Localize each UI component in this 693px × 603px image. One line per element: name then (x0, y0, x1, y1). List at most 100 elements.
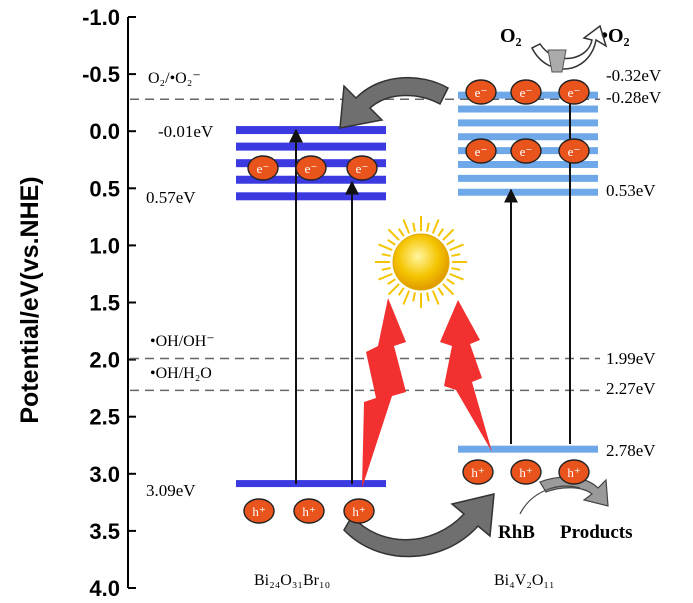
electron-body (346, 155, 378, 181)
oxygen-arrow-icon (530, 24, 608, 70)
hole-body (243, 498, 275, 524)
rhb-label: RhB (498, 522, 535, 543)
oxygen-input-arrow-icon (547, 49, 567, 73)
electron-label: e⁻ (257, 161, 270, 176)
electron-body (465, 79, 497, 105)
y-tick-label: -1.0 (82, 5, 120, 30)
sun-ray (412, 222, 416, 232)
electron-label: e⁻ (568, 85, 581, 100)
sun-ray (451, 253, 461, 257)
electron: e⁻ (346, 155, 378, 181)
hole: h⁺ (243, 498, 275, 524)
hole-label: h⁺ (302, 504, 315, 519)
left-conduction-band-line (236, 142, 386, 151)
sun-ray (451, 267, 461, 271)
sun-ray (446, 278, 455, 286)
hole-label: h⁺ (519, 465, 532, 480)
lightning-bolts (362, 298, 492, 488)
rhb-degradation: RhB Products (498, 476, 632, 543)
sun-ray (381, 267, 391, 271)
right-conduction-band-line (458, 105, 598, 113)
hole: h⁺ (462, 459, 494, 485)
sun-ray (446, 238, 455, 246)
hole-body (462, 459, 494, 485)
hole-label: h⁺ (471, 465, 484, 480)
right-conduction-band-line (458, 119, 598, 127)
right-cb-bottom-label: 0.53eV (606, 181, 656, 200)
products-label: Products (560, 522, 632, 543)
electron-label: e⁻ (356, 161, 369, 176)
electron-transfer-arrow (339, 76, 449, 129)
electron: e⁻ (510, 79, 542, 105)
right-line2-label: 2.27eV (606, 379, 656, 398)
right-cb-top2-label: -0.28eV (606, 88, 662, 107)
left-cb-top-label: -0.01eV (158, 122, 214, 141)
oh-h2o-label: •OH/H₂O (150, 365, 212, 382)
hole: h⁺ (343, 498, 375, 524)
y-axis: -1.0 -0.5 0.0 0.5 1.0 1.5 2.0 2.5 3.0 3.5 4.0 Pote… (16, 5, 136, 601)
electron-body (510, 79, 542, 105)
electron-label: e⁻ (305, 161, 318, 176)
sun-ray (387, 278, 396, 286)
o2-couple-label: O₂/•O₂⁻ (148, 70, 201, 87)
oh-oh-label: •OH/OH⁻ (150, 333, 215, 350)
electron-body (558, 138, 590, 164)
electron-label: e⁻ (475, 85, 488, 100)
right-vb-label: 2.78eV (606, 441, 656, 460)
hole: h⁺ (293, 498, 325, 524)
sun-ray (378, 272, 393, 281)
hole: h⁺ (558, 459, 590, 485)
electron-body (558, 79, 590, 105)
sun-ray (402, 219, 411, 234)
y-tick-label: 2.5 (89, 405, 120, 430)
electron-body (510, 138, 542, 164)
electron: e⁻ (247, 155, 279, 181)
right-valence-band-line (458, 445, 598, 453)
left-material-name: Bi₂₄O₃₁Br₁₀ (254, 572, 330, 589)
electron: e⁻ (295, 155, 327, 181)
hole-body (293, 498, 325, 524)
hole-label: h⁺ (352, 504, 365, 519)
electron: e⁻ (510, 138, 542, 164)
sun-ray (437, 228, 445, 237)
sun-ray (426, 222, 430, 232)
degradation-curve (519, 485, 581, 515)
superoxide-label: •O₂ (601, 25, 630, 47)
level-labels: O₂/•O₂⁻ •OH/OH⁻ •OH/H₂O -0.01eV 0.57eV 3… (146, 66, 662, 500)
hole-transfer-arrow (343, 493, 495, 558)
sun-ray (397, 287, 405, 296)
y-tick-label: 3.0 (89, 462, 120, 487)
left-conduction-band-line (236, 126, 386, 135)
y-tick-label: 1.5 (89, 291, 120, 316)
sun-ray (442, 283, 455, 296)
electron: e⁻ (558, 79, 590, 105)
y-tick-label: 2.0 (89, 348, 120, 373)
sun-ray (387, 228, 400, 241)
sun-ray (381, 253, 391, 257)
sun-ray (387, 283, 400, 296)
y-tick-label: 4.0 (89, 576, 120, 601)
electron: e⁻ (558, 138, 590, 164)
electron-label: e⁻ (475, 144, 488, 159)
sun-ray (449, 243, 464, 252)
right-cb-top-label: -0.32eV (606, 66, 662, 85)
right-conduction-band-line (458, 160, 598, 168)
right-conduction-band-line (458, 188, 598, 196)
sun-ray (412, 292, 416, 302)
electron-label: e⁻ (520, 144, 533, 159)
left-vb-label: 3.09eV (146, 481, 196, 500)
sun-ray (402, 290, 411, 305)
lightning-bolt-icon (362, 298, 406, 488)
y-axis-label: Potential/eV(vs.NHE) (16, 176, 44, 423)
electron-body (465, 138, 497, 164)
right-conduction-band-line (458, 174, 598, 182)
left-conduction-band-line (236, 192, 386, 201)
sun-ray (437, 287, 445, 296)
sun-ray (387, 238, 396, 246)
y-tick-label: 1.0 (89, 233, 120, 258)
sun-ray (431, 219, 440, 234)
o2-label: O₂ (500, 25, 522, 47)
right-conduction-band-line (458, 133, 598, 141)
left-cb-bottom-label: 0.57eV (146, 188, 196, 207)
